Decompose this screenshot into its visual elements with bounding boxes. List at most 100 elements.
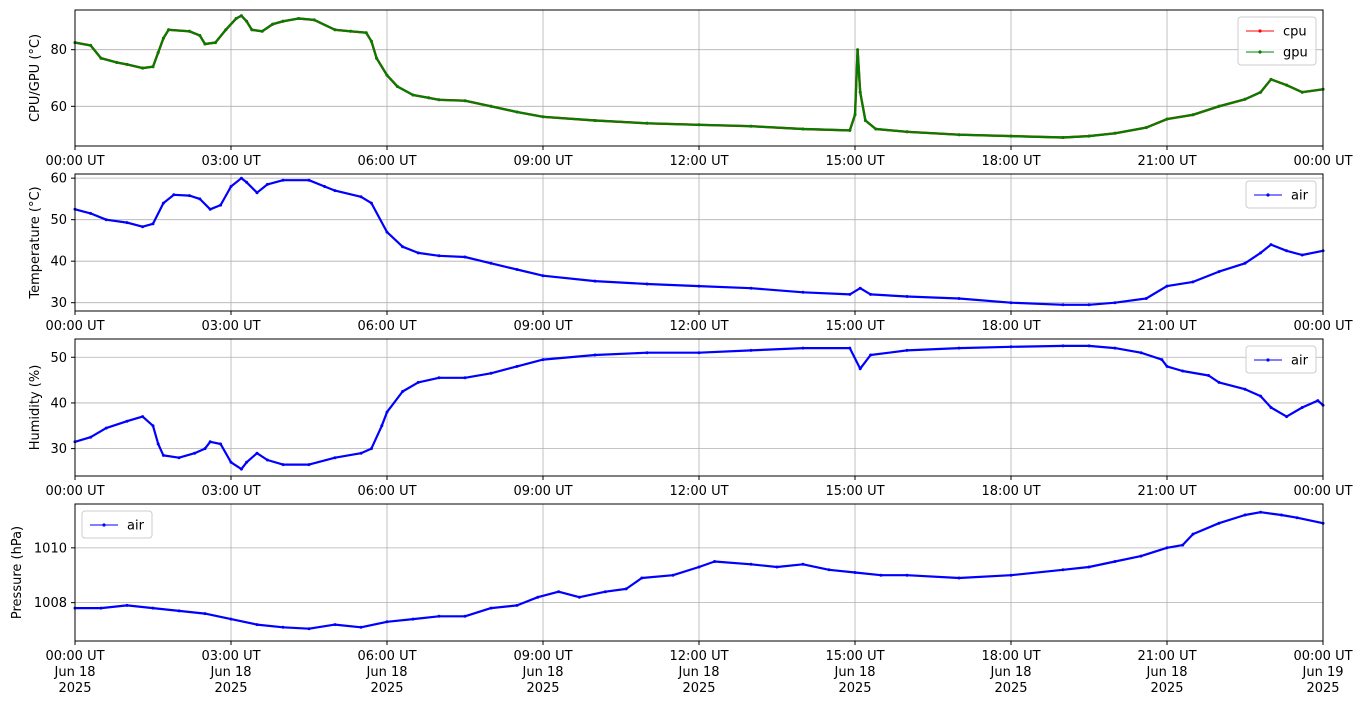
data-point-air [869, 292, 873, 296]
x-tick-label: 00:00 UT [45, 484, 104, 499]
data-point-gpu [364, 31, 368, 35]
data-point-air [359, 451, 363, 455]
data-point-air [281, 463, 285, 467]
data-point-gpu [203, 42, 207, 46]
data-point-gpu [427, 96, 431, 100]
x-tick-label: 00:00 UT [1293, 154, 1352, 169]
data-point-air [151, 424, 155, 428]
x-tick-label: 00:00 UT [1293, 319, 1352, 334]
data-point-gpu [395, 85, 399, 88]
data-point-gpu [1087, 134, 1091, 138]
data-point-air [577, 595, 581, 599]
x-tick-date-label: Jun 18 [990, 665, 1032, 680]
data-point-air [99, 606, 103, 610]
data-point-air [1139, 554, 1143, 558]
data-point-air [463, 376, 467, 380]
data-point-air [323, 185, 327, 188]
data-point-gpu [375, 56, 379, 60]
data-point-air [1259, 394, 1263, 398]
x-tick-date-label: Jun 18 [54, 665, 96, 680]
data-point-air [536, 595, 540, 599]
x-tick-date-label: 2025 [682, 681, 715, 696]
x-tick-label: 21:00 UT [1137, 484, 1196, 499]
x-tick-label: 15:00 UT [825, 649, 884, 664]
data-point-gpu [858, 90, 862, 94]
x-tick-date-label: Jun 19 [1302, 665, 1344, 680]
data-point-air [245, 180, 249, 184]
y-tick-label: 1010 [34, 541, 67, 556]
data-point-air [827, 568, 831, 572]
data-point-air [369, 447, 373, 451]
data-point-air [437, 614, 441, 618]
y-tick-label: 50 [50, 213, 67, 228]
y-axis-label: Humidity (%) [28, 365, 43, 451]
data-point-gpu [1113, 131, 1117, 135]
data-point-air [515, 364, 519, 368]
data-point-air [1087, 303, 1091, 307]
data-point-gpu [234, 17, 238, 20]
data-point-air [151, 222, 155, 226]
y-tick-label: 30 [50, 296, 67, 311]
data-point-air [1243, 261, 1247, 265]
data-point-air [411, 617, 415, 621]
chart-panel-1: 60 80 00:00 UT 03:00 UT 06:00 UT 09:00 UT 12:0… [28, 9, 1353, 169]
data-point-air [463, 255, 467, 259]
x-tick-date-label: Jun 18 [210, 665, 252, 680]
data-point-air [401, 245, 405, 249]
data-point-air [1217, 521, 1221, 525]
data-point-air [385, 410, 389, 414]
x-tick-label: 06:00 UT [357, 649, 416, 664]
data-point-air [229, 460, 233, 464]
x-tick-label: 15:00 UT [825, 484, 884, 499]
legend-label-air: air [1291, 354, 1309, 369]
data-point-air [265, 458, 269, 462]
data-point-air [385, 620, 389, 624]
x-tick-label: 18:00 UT [981, 319, 1040, 334]
data-point-air [1061, 568, 1065, 572]
x-tick-label: 12:00 UT [669, 319, 728, 334]
data-point-gpu [848, 128, 852, 132]
data-point-gpu [489, 104, 493, 108]
data-point-air [1259, 510, 1263, 514]
x-tick-label: 00:00 UT [45, 319, 104, 334]
data-point-gpu [385, 73, 389, 77]
data-point-gpu [645, 121, 649, 125]
data-point-gpu [141, 66, 145, 70]
data-point-air [177, 609, 181, 613]
x-tick-date-label: 2025 [370, 681, 403, 696]
data-point-air [645, 351, 649, 355]
data-point-air [239, 467, 243, 471]
data-point-air [307, 463, 311, 467]
data-point-air [1285, 249, 1289, 253]
data-point-gpu [250, 28, 254, 32]
data-point-gpu [167, 28, 171, 32]
data-point-gpu [239, 14, 243, 18]
x-tick-label: 12:00 UT [669, 649, 728, 664]
data-point-air [905, 348, 909, 352]
data-point-gpu [905, 130, 909, 134]
data-point-air [775, 565, 779, 569]
data-point-air [203, 447, 207, 451]
data-point-gpu [1217, 104, 1221, 108]
x-tick-date-label: 2025 [214, 681, 247, 696]
data-point-air [125, 419, 129, 423]
data-point-gpu [411, 93, 415, 97]
data-point-gpu [515, 110, 519, 114]
y-tick-label: 40 [50, 396, 67, 411]
data-point-air [1165, 546, 1169, 550]
y-axis-label: Pressure (hPa) [10, 526, 25, 619]
data-point-air [905, 573, 909, 577]
data-point-air [151, 606, 155, 610]
data-point-gpu [333, 28, 337, 32]
data-point-air [858, 286, 862, 290]
data-point-air [125, 603, 129, 607]
legend: air [1245, 345, 1317, 374]
data-point-air [624, 587, 628, 591]
data-point-gpu [1243, 97, 1247, 101]
y-tick-label: 80 [50, 43, 67, 58]
data-point-air [1113, 346, 1117, 350]
data-point-gpu [99, 56, 103, 60]
data-point-gpu [245, 19, 249, 23]
data-point-air [208, 440, 212, 444]
data-point-air [1243, 513, 1247, 517]
